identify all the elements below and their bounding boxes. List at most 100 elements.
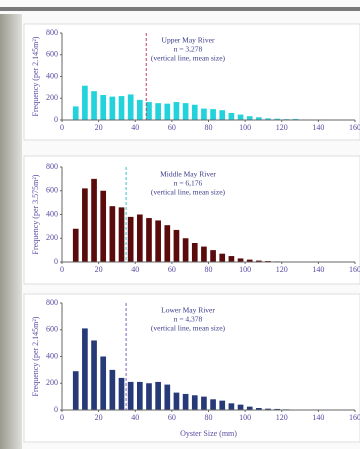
y-tick-label: 400 [46,209,58,218]
bar [164,385,170,410]
x-tick-label: 60 [168,413,176,422]
bar [128,217,134,262]
bar [164,225,170,262]
bar [219,110,225,120]
bar [238,258,244,262]
y-tick-label: 600 [46,186,58,195]
annotation: (vertical line, mean size) [151,54,226,63]
y-tick-label: 200 [46,233,58,242]
x-tick-label: 120 [276,265,288,274]
bar [137,215,143,263]
x-tick-label: 80 [205,123,213,132]
x-tick-label: 40 [131,123,139,132]
bar [100,357,106,411]
bar [119,96,125,120]
x-tick-label: 0 [60,265,64,274]
bar [82,86,88,120]
chart-title: Upper May River [162,36,215,45]
subtitle: n = 4,378 [174,315,203,324]
x-tick-label: 100 [239,123,251,132]
y-tick-label: 800 [46,162,58,171]
x-tick-label: 120 [276,413,288,422]
x-tick-label: 160 [349,265,360,274]
bar [73,106,79,120]
bar [119,207,125,262]
y-tick-label: 400 [46,71,58,80]
bar [146,102,152,120]
bar [192,105,198,120]
x-tick-label: 0 [60,123,64,132]
y-tick-label: 400 [46,351,58,360]
x-tick-label: 140 [312,413,324,422]
bar [155,220,161,262]
bar [210,399,216,410]
y-tick-label: 0 [54,115,58,124]
bar [247,407,253,410]
bar [146,218,152,262]
bar [91,340,97,410]
chart-title: Lower May River [161,306,215,315]
bar [229,256,235,262]
bar [219,254,225,262]
y-axis-label: Frequency (per 3.575m²) [31,174,40,254]
bar [110,206,116,262]
bar [183,238,189,262]
x-tick-label: 140 [312,123,324,132]
bar [82,188,88,262]
x-tick-label: 20 [95,265,103,274]
bar [164,104,170,120]
x-tick-label: 80 [205,413,213,422]
bar [238,405,244,410]
y-tick-label: 200 [46,378,58,387]
y-tick-label: 800 [46,298,58,307]
bar [183,394,189,410]
y-tick-label: 600 [46,325,58,334]
bar [210,250,216,262]
bar [137,382,143,410]
x-tick-label: 120 [276,123,288,132]
x-tick-label: 0 [60,413,64,422]
x-tick-label: 20 [95,123,103,132]
bar [91,179,97,262]
bar [210,109,216,120]
chart-title: Middle May River [160,170,216,179]
bar [128,382,134,410]
annotation: (vertical line, mean size) [151,188,226,197]
x-tick-label: 140 [312,265,324,274]
y-tick-label: 800 [46,28,58,37]
x-tick-label: 40 [131,265,139,274]
bar [229,403,235,410]
bar [219,401,225,410]
bar [137,100,143,120]
y-tick-label: 200 [46,93,58,102]
bar [146,383,152,410]
x-tick-label: 40 [131,413,139,422]
bar [229,113,235,120]
side-photo [0,14,22,449]
x-tick-label: 60 [168,265,176,274]
bar [192,395,198,410]
bar [155,103,161,120]
bar [73,229,79,262]
bar [183,103,189,120]
y-axis-label: Frequency (per 2.145m²) [31,316,40,396]
x-axis-label: Oyster Size (mm) [180,429,237,438]
y-axis-label: Frequency (per 2.145m²) [31,36,40,116]
bar [100,95,106,120]
y-tick-label: 0 [54,405,58,414]
bar [128,94,134,120]
top-bar [0,7,360,11]
bar [201,109,207,120]
bar [201,397,207,410]
x-tick-label: 100 [239,265,251,274]
bar [91,91,97,120]
bar [174,393,180,410]
x-tick-label: 60 [168,123,176,132]
bar [100,191,106,262]
bar [110,97,116,120]
y-tick-label: 600 [46,50,58,59]
bar [174,102,180,120]
bar [110,370,116,410]
x-tick-label: 160 [349,413,360,422]
x-tick-label: 160 [349,123,360,132]
